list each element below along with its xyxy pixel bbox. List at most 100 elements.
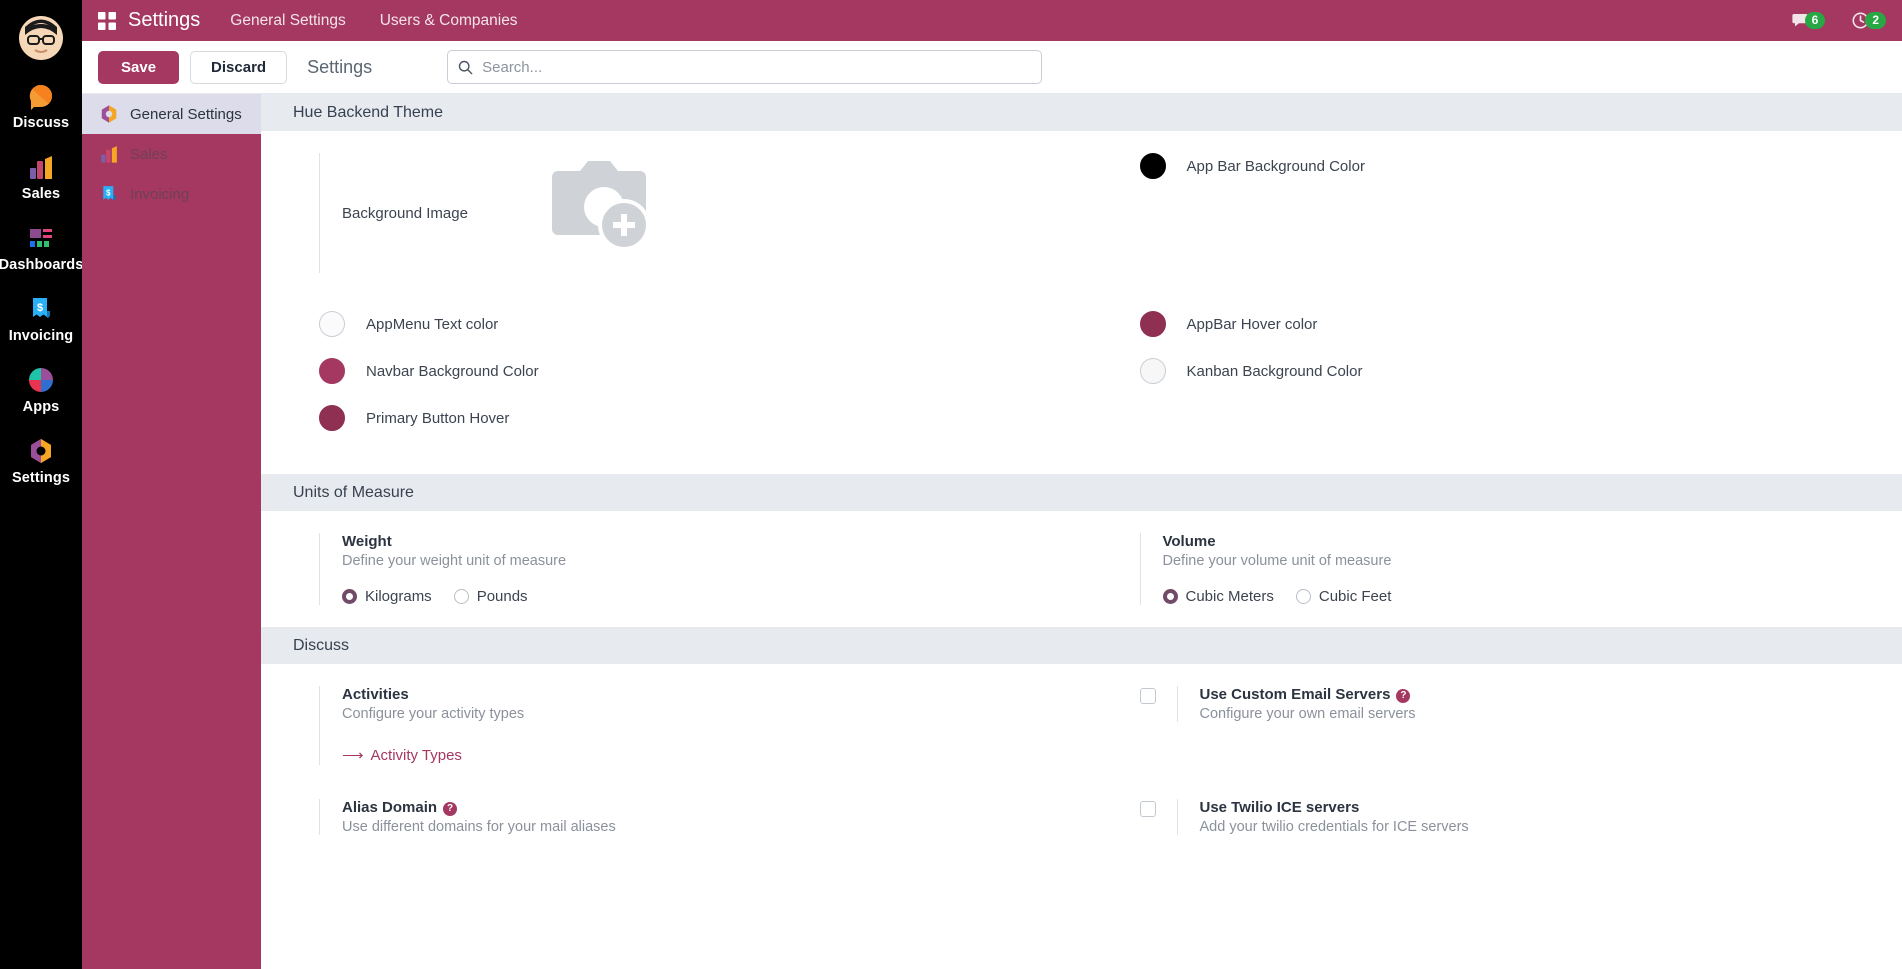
settings-content-pane[interactable]: Hue Backend Theme Background Image xyxy=(261,94,1902,969)
messages-badge: 6 xyxy=(1804,12,1826,29)
sidebar-item-invoicing[interactable]: $ Invoicing xyxy=(82,174,261,214)
systray-messages[interactable]: 6 xyxy=(1791,11,1826,30)
search-icon xyxy=(458,60,473,74)
rail-item-discuss[interactable]: Discuss xyxy=(0,82,82,131)
custom-email-desc: Configure your own email servers xyxy=(1199,706,1416,722)
weight-radio-group: Kilograms Pounds xyxy=(342,588,1082,605)
section-header-hue: Hue Backend Theme xyxy=(261,94,1902,131)
radio-cubic-feet[interactable]: Cubic Feet xyxy=(1295,588,1392,605)
color-swatch[interactable] xyxy=(319,358,345,384)
settings-icon xyxy=(31,439,51,463)
radio-indicator[interactable] xyxy=(342,589,357,604)
camera-add-icon[interactable] xyxy=(542,153,672,273)
volume-title: Volume xyxy=(1162,533,1216,550)
radio-indicator[interactable] xyxy=(453,589,469,604)
twilio-desc: Add your twilio credentials for ICE serv… xyxy=(1199,819,1469,835)
activity-types-link[interactable]: ⟶ Activity Types xyxy=(342,747,462,764)
rail-item-invoicing[interactable]: $ Invoicing xyxy=(0,295,82,344)
rail-item-dashboards[interactable]: Dashboards xyxy=(0,224,82,273)
main-column: Settings General Settings Users & Compan… xyxy=(82,0,1902,969)
menu-item-users-companies[interactable]: Users & Companies xyxy=(379,11,518,29)
rail-item-settings[interactable]: Settings xyxy=(0,437,82,486)
sidebar-item-general-settings[interactable]: General Settings xyxy=(82,94,261,134)
color-field-kanban-background: Kanban Background Color xyxy=(1139,358,1902,384)
discuss-row-gap xyxy=(261,765,1902,799)
search-container[interactable] xyxy=(447,50,1043,84)
discuss-icon xyxy=(29,84,53,110)
color-field-appbar-hover: AppBar Hover color xyxy=(1139,311,1902,337)
activity-types-link-row: ⟶ Activity Types xyxy=(342,746,1082,765)
app-brand-title[interactable]: Settings xyxy=(128,9,201,31)
volume-desc: Define your volume unit of measure xyxy=(1162,553,1392,569)
discuss-grid-row-1: Activities Configure your activity types… xyxy=(261,686,1902,765)
discuss-right-col-2: Use Twilio ICE servers Add your twilio c… xyxy=(1082,799,1902,835)
control-panel: Save Discard Settings xyxy=(82,41,1902,94)
discard-button[interactable]: Discard xyxy=(190,50,288,84)
grid-apps-icon[interactable] xyxy=(98,11,116,30)
invoicing-icon: $ xyxy=(103,186,116,201)
radio-indicator[interactable] xyxy=(1295,589,1311,604)
radio-cubic-meters[interactable]: Cubic Meters xyxy=(1162,588,1274,605)
volume-setting: Volume Define your volume unit of measur… xyxy=(1139,533,1902,605)
dashboards-icon xyxy=(30,229,52,247)
help-icon[interactable]: ? xyxy=(443,801,458,816)
section-header-discuss: Discuss xyxy=(261,627,1902,664)
settings-sidebar: General Settings Sales $ xyxy=(82,94,261,969)
search-input[interactable] xyxy=(482,58,1032,76)
rail-item-label: Invoicing xyxy=(8,328,74,344)
color-swatch[interactable] xyxy=(1139,358,1166,384)
svg-text:$: $ xyxy=(106,188,111,197)
sidebar-item-label: Sales xyxy=(130,145,168,163)
radio-label: Cubic Feet xyxy=(1318,588,1392,605)
hue-top-grid: Background Image xyxy=(261,153,1902,273)
color-field-primary-button-hover: Primary Button Hover xyxy=(319,405,1082,431)
app-launcher-rail: Discuss Sales Dashboards xyxy=(0,0,82,969)
radio-label: Cubic Meters xyxy=(1185,588,1274,605)
color-swatch[interactable] xyxy=(319,311,345,337)
twilio-text: Use Twilio ICE servers Add your twilio c… xyxy=(1176,799,1469,835)
rail-item-apps[interactable]: Apps xyxy=(0,366,82,415)
hue-colors-left: AppMenu Text color Navbar Background Col… xyxy=(261,311,1082,452)
sidebar-item-label: General Settings xyxy=(130,105,242,123)
activities-title: Activities xyxy=(342,686,409,703)
alias-domain-desc: Use different domains for your mail alia… xyxy=(342,819,616,835)
radio-pounds[interactable]: Pounds xyxy=(453,588,528,605)
units-right-col: Volume Define your volume unit of measur… xyxy=(1082,533,1902,605)
section-body-units: Weight Define your weight unit of measur… xyxy=(261,511,1902,627)
avatar-image xyxy=(19,16,63,60)
systray-activities[interactable]: 2 xyxy=(1851,11,1886,30)
user-avatar[interactable] xyxy=(19,16,63,60)
menu-item-general-settings[interactable]: General Settings xyxy=(230,11,346,29)
help-icon[interactable]: ? xyxy=(1396,688,1411,703)
hue-colors-grid: AppMenu Text color Navbar Background Col… xyxy=(261,311,1902,452)
weight-desc: Define your weight unit of measure xyxy=(342,553,567,569)
apps-icon xyxy=(29,368,53,392)
background-image-label: Background Image xyxy=(342,204,468,222)
rail-item-label: Discuss xyxy=(12,115,70,131)
units-left-col: Weight Define your weight unit of measur… xyxy=(261,533,1082,605)
use-custom-email-servers-checkbox[interactable] xyxy=(1139,688,1156,704)
color-swatch[interactable] xyxy=(1139,153,1166,179)
custom-email-title: Use Custom Email Servers xyxy=(1199,686,1391,703)
section-body-hue: Background Image xyxy=(261,131,1902,474)
radio-indicator[interactable] xyxy=(1162,589,1178,604)
sidebar-item-sales[interactable]: Sales xyxy=(82,134,261,174)
color-label: Kanban Background Color xyxy=(1186,362,1363,380)
color-swatch[interactable] xyxy=(1139,311,1166,337)
rail-item-label: Sales xyxy=(21,186,61,202)
top-menu: General Settings Users & Companies xyxy=(230,12,517,30)
rail-item-label: Dashboards xyxy=(0,257,82,273)
rail-item-label: Apps xyxy=(22,399,60,415)
color-label: AppBar Hover color xyxy=(1186,315,1318,333)
alias-domain-title: Alias Domain xyxy=(342,799,438,816)
radio-kilograms[interactable]: Kilograms xyxy=(342,588,432,605)
rail-item-sales[interactable]: Sales xyxy=(0,153,82,202)
save-button[interactable]: Save xyxy=(98,50,180,84)
discuss-right-col-1: Use Custom Email Servers? Configure your… xyxy=(1082,686,1902,765)
weight-title: Weight xyxy=(342,533,392,550)
use-twilio-ice-servers-checkbox[interactable] xyxy=(1139,801,1156,817)
color-swatch[interactable] xyxy=(319,405,345,431)
activities-setting: Activities Configure your activity types… xyxy=(319,686,1082,765)
custom-email-text: Use Custom Email Servers? Configure your… xyxy=(1176,686,1416,722)
